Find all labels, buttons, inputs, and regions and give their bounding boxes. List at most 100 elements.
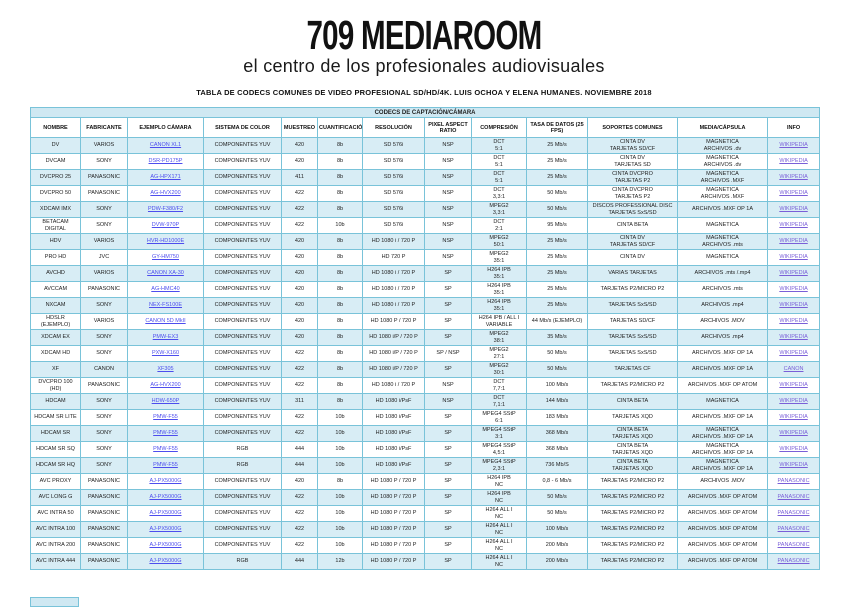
camera-link[interactable]: PXW-X160 [151,350,180,357]
camera-link[interactable]: CANON XL1 [149,142,182,149]
camera-link[interactable]: PDW-F380/F2 [147,206,184,213]
cell-resolucion: HD 1080 P / 720 P [362,489,425,506]
cell-nombre: AVC INTRA 444 [30,553,81,570]
cell-camara: GY-HM750 [127,249,204,266]
cell-tasa: 25 Mb/s [526,233,588,250]
cell-info: WIKIPEDIA [766,313,821,330]
info-link[interactable]: WIKIPEDIA [779,190,808,197]
info-link[interactable]: PANASONIC [777,558,810,565]
info-link[interactable]: WIKIPEDIA [779,206,808,213]
cell-compresion: H264 IPB 35:1 [471,297,527,314]
info-link[interactable]: WIKIPEDIA [779,174,808,181]
cell-par: SP [424,441,472,458]
camera-link[interactable]: AG-HMC40 [151,286,180,293]
info-link[interactable]: PANASONIC [777,510,810,517]
cell-soportes: TARJETAS P2/MICRO P2 [587,473,678,490]
cell-info: WIKIPEDIA [766,217,821,234]
info-link[interactable]: WIKIPEDIA [779,414,808,421]
info-link[interactable]: WIKIPEDIA [779,142,808,149]
camera-link[interactable]: CANON XA-30 [147,270,184,277]
cell-par: NSP [424,377,472,394]
camera-link[interactable]: HVR-HD1000E [146,238,185,245]
info-link[interactable]: WIKIPEDIA [779,302,808,309]
cell-nombre: XDCAM HD [30,345,81,362]
camera-link[interactable]: XF305 [157,366,174,373]
cell-cuantificacion: 8b [317,329,363,346]
info-link[interactable]: CANON [783,366,804,373]
cell-nombre: XF [30,361,81,378]
cell-media: ARCHIVOS .MXF OP ATOM [677,505,768,522]
cell-cuantificacion: 10b [317,425,363,442]
table-row: AVC INTRA 50 PANASONIC AJ-PX5000G COMPONENT… [30,505,821,522]
cell-fabricante: SONY [80,297,128,314]
cell-soportes: TARJETAS P2/MICRO P2 [587,521,678,538]
camera-link[interactable]: AJ-PX5000G [149,526,182,533]
camera-link[interactable]: AJ-PX5000G [149,510,182,517]
cell-media: ARCHIVOS .mts [677,281,768,298]
cell-muestreo: 444 [281,553,318,570]
cell-color: COMPONENTES YUV [203,233,282,250]
info-link[interactable]: WIKIPEDIA [779,238,808,245]
cell-compresion: DCT 2:1 [471,217,527,234]
info-link[interactable]: WIKIPEDIA [779,398,808,405]
camera-link[interactable]: AJ-PX5000G [149,542,182,549]
camera-link[interactable]: PMW-F55 [153,414,178,421]
info-link[interactable]: PANASONIC [777,542,810,549]
info-link[interactable]: PANASONIC [777,478,810,485]
cell-fabricante: PANASONIC [80,505,128,522]
cell-resolucion: HD 1080 P / 720 P [362,553,425,570]
cell-camara: AG-HVX200 [127,185,204,202]
cell-info: WIKIPEDIA [766,281,821,298]
camera-link[interactable]: AJ-PX5000G [149,494,182,501]
cell-nombre: HDSLR (EJEMPLO) [30,313,81,330]
info-link[interactable]: WIKIPEDIA [779,158,808,165]
info-link[interactable]: WIKIPEDIA [779,222,808,229]
info-link[interactable]: WIKIPEDIA [779,350,808,357]
cell-compresion: H264 ALL I NC [471,553,527,570]
camera-link[interactable]: NEX-FS100E [148,302,182,309]
camera-link[interactable]: DVW-970P [151,222,180,229]
cell-media: ARCHIVOS .MOV [677,473,768,490]
camera-link[interactable]: DSR-PD175P [148,158,183,165]
info-link[interactable]: WIKIPEDIA [779,382,808,389]
camera-link[interactable]: CANON 5D MkII [145,318,186,325]
camera-link[interactable]: PMW-EX3 [152,334,179,341]
info-link[interactable]: WIKIPEDIA [779,462,808,469]
info-link[interactable]: PANASONIC [777,494,810,501]
cell-camara: NEX-FS100E [127,297,204,314]
camera-link[interactable]: AJ-PX5000G [149,558,182,565]
cell-fabricante: PANASONIC [80,489,128,506]
info-link[interactable]: WIKIPEDIA [779,446,808,453]
cell-camara: PXW-X160 [127,345,204,362]
cell-nombre: HDCAM SR SQ [30,441,81,458]
cell-info: WIKIPEDIA [766,185,821,202]
cell-media: ARCHIVOS .MXF OP ATOM [677,489,768,506]
info-link[interactable]: WIKIPEDIA [779,254,808,261]
camera-link[interactable]: PMW-F55 [153,462,178,469]
table-row: HDCAM SR SONY PMW-F55 COMPONENTES YUV 422 10b… [30,425,821,442]
camera-link[interactable]: AG-HVX200 [150,190,181,197]
camera-link[interactable]: PMW-F55 [153,446,178,453]
camera-link[interactable]: AG-HVX200 [150,382,181,389]
info-link[interactable]: PANASONIC [777,526,810,533]
info-link[interactable]: WIKIPEDIA [779,286,808,293]
info-link[interactable]: WIKIPEDIA [779,270,808,277]
camera-link[interactable]: AG-HPX171 [150,174,181,181]
cell-color: COMPONENTES YUV [203,137,282,154]
cell-fabricante: SONY [80,409,128,426]
cell-fabricante: SONY [80,457,128,474]
section-title: CODECS DE CAPTACIÓN/CÁMARA [29,107,821,118]
camera-link[interactable]: AJ-PX5000G [149,478,182,485]
camera-link[interactable]: PMW-F55 [153,430,178,437]
cell-tasa: 50 Mb/s [526,489,588,506]
info-link[interactable]: WIKIPEDIA [779,318,808,325]
cell-resolucion: HD 1080 i/PsF [362,425,425,442]
cell-info: WIKIPEDIA [766,265,821,282]
info-link[interactable]: WIKIPEDIA [779,430,808,437]
cell-media: ARCHIVOS .MXF OP 1A [677,201,768,218]
camera-link[interactable]: GY-HM750 [151,254,179,261]
cell-camara: DSR-PD175P [127,153,204,170]
info-link[interactable]: WIKIPEDIA [779,334,808,341]
cell-media: ARCHIVOS .mp4 [677,297,768,314]
camera-link[interactable]: HDW-650P [151,398,180,405]
